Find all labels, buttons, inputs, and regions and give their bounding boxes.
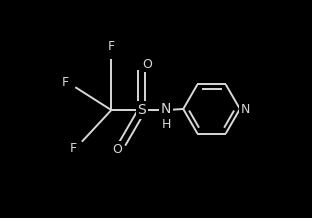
Text: S: S [138, 103, 146, 117]
Text: H: H [162, 118, 172, 131]
Text: N: N [161, 102, 171, 116]
Text: N: N [241, 102, 250, 116]
Text: O: O [142, 58, 152, 71]
Text: F: F [62, 76, 69, 89]
Text: F: F [70, 142, 77, 155]
Text: F: F [108, 40, 115, 53]
Text: O: O [112, 143, 122, 156]
